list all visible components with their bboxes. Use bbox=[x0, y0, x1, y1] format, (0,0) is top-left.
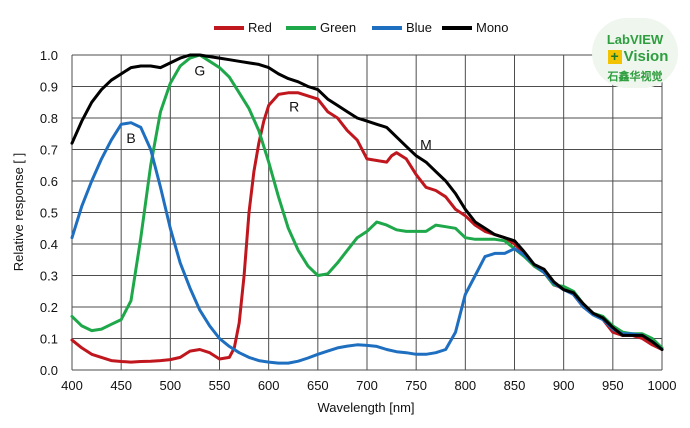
y-tick-0.6: 0.6 bbox=[40, 174, 58, 189]
series-layer bbox=[70, 53, 664, 365]
x-tick-1000: 1000 bbox=[648, 378, 677, 393]
annotations: B G R M bbox=[126, 62, 432, 152]
y-tick-0.8: 0.8 bbox=[40, 111, 58, 126]
y-tick-labels: 0.0 0.1 0.2 0.3 0.4 0.5 0.6 0.7 0.8 0.9 1.0 bbox=[40, 48, 58, 378]
legend: Red Green Blue Mono bbox=[214, 20, 509, 35]
x-axis-label: Wavelength [nm] bbox=[317, 400, 414, 415]
y-tick-0.9: 0.9 bbox=[40, 80, 58, 95]
y-tick-0.5: 0.5 bbox=[40, 206, 58, 221]
logo-line1: LabVIEW bbox=[606, 32, 664, 47]
annotation-m: M bbox=[420, 137, 432, 153]
annotation-r: R bbox=[289, 99, 299, 115]
x-tick-labels: 400 450 500 550 600 650 700 750 800 850 900 950 1000 bbox=[61, 378, 676, 393]
y-tick-1.0: 1.0 bbox=[40, 48, 58, 63]
x-tick-800: 800 bbox=[454, 378, 476, 393]
x-tick-400: 400 bbox=[61, 378, 83, 393]
legend-label-blue: Blue bbox=[406, 20, 432, 35]
legend-label-green: Green bbox=[320, 20, 356, 35]
legend-label-red: Red bbox=[248, 20, 272, 35]
x-tick-850: 850 bbox=[504, 378, 526, 393]
x-tick-900: 900 bbox=[553, 378, 575, 393]
grid bbox=[71, 54, 663, 371]
y-tick-0.2: 0.2 bbox=[40, 300, 58, 315]
y-tick-0.0: 0.0 bbox=[40, 363, 58, 378]
series-line-green bbox=[70, 53, 664, 350]
labview-vision-logo: LabVIEW + Vision 石鑫华视觉 bbox=[592, 18, 678, 88]
legend-label-mono: Mono bbox=[476, 20, 509, 35]
y-tick-0.1: 0.1 bbox=[40, 332, 58, 347]
x-tick-550: 550 bbox=[209, 378, 231, 393]
series-line-mono bbox=[70, 53, 664, 351]
x-tick-600: 600 bbox=[258, 378, 280, 393]
annotation-b: B bbox=[126, 130, 135, 146]
y-tick-0.7: 0.7 bbox=[40, 143, 58, 158]
x-tick-700: 700 bbox=[356, 378, 378, 393]
x-tick-650: 650 bbox=[307, 378, 329, 393]
x-tick-500: 500 bbox=[159, 378, 181, 393]
logo-line3: 石鑫华视觉 bbox=[607, 70, 663, 83]
y-tick-0.4: 0.4 bbox=[40, 237, 58, 252]
y-axis-label: Relative response [ ] bbox=[11, 153, 26, 272]
logo-vision-text: Vision bbox=[623, 48, 669, 65]
x-tick-750: 750 bbox=[405, 378, 427, 393]
logo-line2: + Vision bbox=[598, 48, 678, 65]
annotation-g: G bbox=[194, 62, 205, 78]
y-tick-0.3: 0.3 bbox=[40, 269, 58, 284]
plus-icon: + bbox=[607, 49, 622, 64]
x-tick-950: 950 bbox=[602, 378, 624, 393]
x-tick-450: 450 bbox=[110, 378, 132, 393]
